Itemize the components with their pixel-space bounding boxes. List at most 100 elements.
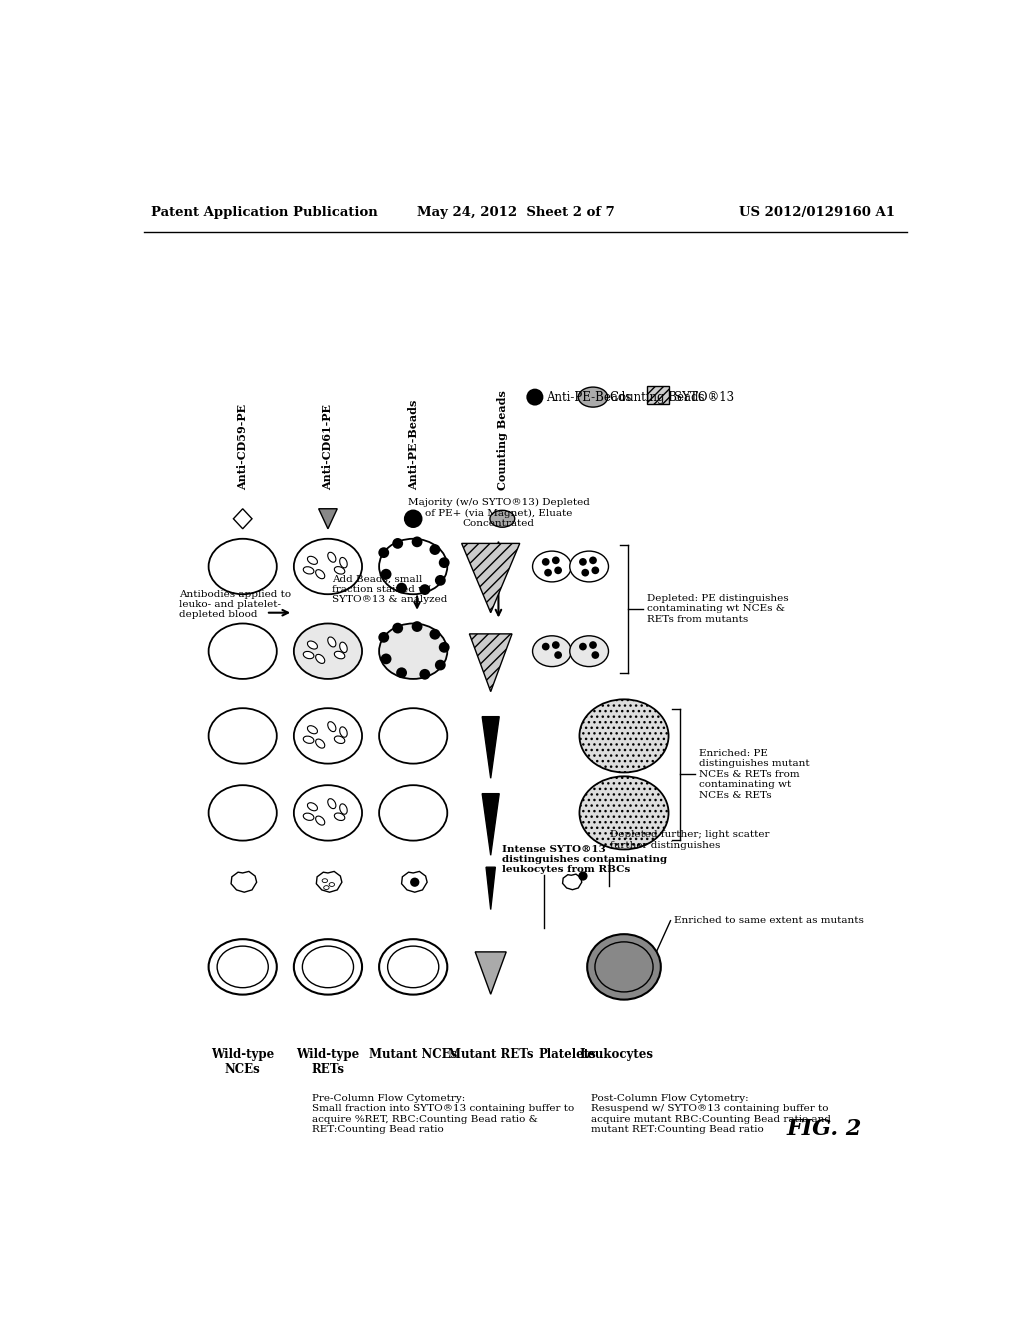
Ellipse shape — [324, 886, 329, 890]
Text: May 24, 2012  Sheet 2 of 7: May 24, 2012 Sheet 2 of 7 — [417, 206, 614, 219]
Text: Anti-CD59-PE: Anti-CD59-PE — [238, 404, 248, 490]
Ellipse shape — [335, 566, 345, 574]
Ellipse shape — [294, 623, 362, 678]
Ellipse shape — [209, 785, 276, 841]
Text: Mutant NCEs: Mutant NCEs — [369, 1048, 458, 1061]
Text: Wild-type
RETs: Wild-type RETs — [296, 1048, 359, 1076]
Ellipse shape — [209, 940, 276, 995]
Polygon shape — [316, 871, 342, 892]
Circle shape — [579, 871, 588, 880]
Ellipse shape — [307, 803, 317, 810]
Text: Intense SYTO®13
distinguishes contaminating
leukocytes from RBCs: Intense SYTO®13 distinguishes contaminat… — [503, 845, 668, 874]
Ellipse shape — [580, 776, 669, 850]
Ellipse shape — [303, 813, 314, 820]
Bar — [647, 385, 669, 404]
Ellipse shape — [569, 552, 608, 582]
Circle shape — [420, 669, 430, 680]
Polygon shape — [233, 508, 252, 529]
Ellipse shape — [209, 708, 276, 763]
Polygon shape — [231, 871, 257, 892]
Ellipse shape — [294, 785, 362, 841]
Ellipse shape — [379, 623, 447, 678]
Text: Anti-PE-Beads: Anti-PE-Beads — [547, 391, 632, 404]
Circle shape — [542, 643, 550, 651]
Ellipse shape — [303, 566, 314, 574]
Ellipse shape — [579, 387, 607, 407]
Ellipse shape — [379, 708, 447, 763]
Text: Antibodies applied to
leuko- and platelet-
depleted blood: Antibodies applied to leuko- and platele… — [179, 590, 291, 619]
Text: US 2012/0129160 A1: US 2012/0129160 A1 — [739, 206, 895, 219]
Ellipse shape — [302, 946, 353, 987]
Ellipse shape — [294, 708, 362, 763]
Polygon shape — [562, 874, 582, 890]
Ellipse shape — [209, 623, 276, 678]
Circle shape — [392, 623, 403, 634]
Ellipse shape — [379, 940, 447, 995]
Ellipse shape — [379, 539, 447, 594]
Text: Add Beads, small
fraction stained w/
SYTO®13 & analyzed: Add Beads, small fraction stained w/ SYT… — [332, 574, 447, 605]
Circle shape — [582, 569, 589, 577]
Circle shape — [410, 878, 420, 887]
Text: Anti-CD61-PE: Anti-CD61-PE — [323, 404, 334, 490]
Circle shape — [542, 558, 550, 566]
Ellipse shape — [315, 816, 325, 825]
Circle shape — [579, 558, 587, 566]
Circle shape — [554, 651, 562, 659]
Polygon shape — [462, 544, 520, 612]
Ellipse shape — [294, 539, 362, 594]
Circle shape — [526, 388, 544, 405]
Ellipse shape — [532, 552, 571, 582]
Circle shape — [544, 569, 552, 577]
Ellipse shape — [294, 940, 362, 995]
Circle shape — [381, 569, 391, 579]
Circle shape — [378, 548, 389, 558]
Circle shape — [592, 566, 599, 574]
Polygon shape — [482, 717, 500, 779]
Text: Counting Beads: Counting Beads — [610, 391, 705, 404]
Polygon shape — [401, 871, 427, 892]
Ellipse shape — [569, 636, 608, 667]
Ellipse shape — [328, 552, 336, 562]
Circle shape — [438, 642, 450, 653]
Text: Depleted: PE distinguishes
contaminating wt NCEs &
RETs from mutants: Depleted: PE distinguishes contaminating… — [647, 594, 788, 624]
Text: Mutant RETs: Mutant RETs — [447, 1048, 534, 1061]
Text: Majority (w/o SYTO®13) Depleted
of PE+ (via Magnet), Eluate
Concentrated: Majority (w/o SYTO®13) Depleted of PE+ (… — [408, 498, 590, 528]
Circle shape — [554, 566, 562, 574]
Circle shape — [592, 651, 599, 659]
Circle shape — [412, 622, 423, 632]
Circle shape — [381, 653, 391, 664]
Ellipse shape — [315, 655, 325, 664]
Ellipse shape — [489, 511, 515, 527]
Ellipse shape — [379, 785, 447, 841]
Ellipse shape — [595, 942, 653, 991]
Ellipse shape — [307, 556, 317, 565]
Text: Wild-type
NCEs: Wild-type NCEs — [211, 1048, 274, 1076]
Ellipse shape — [307, 642, 317, 649]
Circle shape — [589, 642, 597, 649]
Circle shape — [396, 668, 407, 678]
Text: SYTO®13: SYTO®13 — [674, 391, 734, 404]
Text: Pre-Column Flow Cytometry:
Small fraction into SYTO®13 containing buffer to
acqu: Pre-Column Flow Cytometry: Small fractio… — [312, 1094, 574, 1134]
Ellipse shape — [340, 642, 347, 652]
Polygon shape — [318, 508, 337, 529]
Ellipse shape — [303, 652, 314, 659]
Circle shape — [412, 536, 423, 548]
Ellipse shape — [340, 804, 347, 814]
Circle shape — [429, 544, 440, 554]
Polygon shape — [469, 634, 512, 692]
Text: Counting Beads: Counting Beads — [497, 389, 508, 490]
Ellipse shape — [340, 557, 347, 568]
Circle shape — [392, 539, 403, 549]
Circle shape — [403, 510, 423, 528]
Circle shape — [420, 585, 430, 595]
Ellipse shape — [580, 700, 669, 772]
Circle shape — [438, 557, 450, 568]
Ellipse shape — [328, 638, 336, 647]
Text: Depleted further; light scatter
further distinguishes: Depleted further; light scatter further … — [610, 830, 770, 850]
Ellipse shape — [323, 879, 328, 883]
Ellipse shape — [335, 813, 345, 821]
Ellipse shape — [587, 935, 660, 999]
Circle shape — [435, 576, 445, 586]
Ellipse shape — [303, 737, 314, 743]
Ellipse shape — [340, 727, 347, 738]
